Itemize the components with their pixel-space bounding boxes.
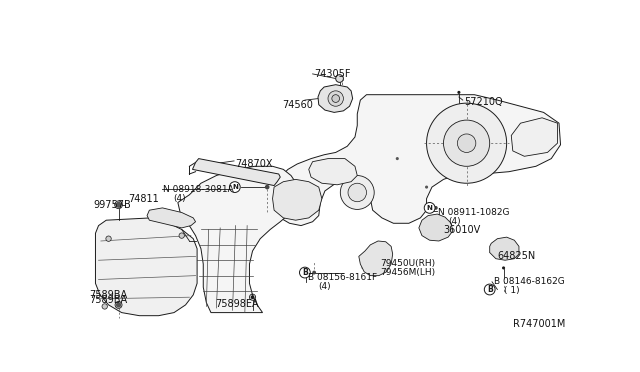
- Text: B 08156-8161F: B 08156-8161F: [308, 273, 377, 282]
- Text: 74560: 74560: [282, 100, 313, 110]
- Polygon shape: [273, 95, 561, 225]
- Circle shape: [396, 157, 399, 160]
- Text: 7589BA: 7589BA: [90, 289, 127, 299]
- Circle shape: [106, 236, 111, 241]
- Text: N: N: [427, 205, 433, 211]
- Circle shape: [484, 284, 495, 295]
- Polygon shape: [318, 85, 353, 112]
- Text: N: N: [232, 184, 238, 190]
- Circle shape: [427, 103, 507, 183]
- Text: B: B: [487, 285, 493, 294]
- Circle shape: [340, 176, 374, 209]
- Text: B 08146-8162G: B 08146-8162G: [493, 277, 564, 286]
- Polygon shape: [193, 158, 280, 186]
- Text: 7589BA: 7589BA: [90, 295, 127, 305]
- Polygon shape: [419, 214, 452, 241]
- Text: 79456M(LH): 79456M(LH): [380, 268, 435, 277]
- Circle shape: [434, 206, 438, 210]
- Circle shape: [230, 182, 240, 192]
- Polygon shape: [95, 218, 197, 316]
- Text: (4): (4): [448, 217, 461, 226]
- Text: N 08911-1082G: N 08911-1082G: [438, 208, 509, 217]
- Circle shape: [312, 271, 316, 275]
- Text: 79450U(RH): 79450U(RH): [380, 259, 435, 268]
- Circle shape: [328, 91, 344, 106]
- Circle shape: [444, 120, 490, 166]
- Text: N 08918-3081A: N 08918-3081A: [163, 185, 234, 194]
- Circle shape: [300, 267, 310, 278]
- Text: 57210Q: 57210Q: [464, 97, 503, 107]
- Text: 99757B: 99757B: [93, 200, 131, 210]
- Text: 64825N: 64825N: [497, 251, 536, 261]
- Circle shape: [458, 134, 476, 153]
- Polygon shape: [490, 237, 519, 260]
- Circle shape: [348, 183, 367, 202]
- Text: R747001M: R747001M: [513, 319, 565, 329]
- Polygon shape: [273, 179, 322, 220]
- Text: (4): (4): [173, 194, 186, 203]
- Polygon shape: [511, 118, 557, 156]
- Circle shape: [458, 91, 460, 94]
- Circle shape: [336, 75, 344, 82]
- Circle shape: [115, 202, 122, 208]
- Text: 74811: 74811: [128, 194, 159, 204]
- Circle shape: [265, 185, 269, 189]
- Circle shape: [251, 295, 255, 299]
- Circle shape: [116, 302, 121, 308]
- Circle shape: [339, 77, 340, 80]
- Text: (4): (4): [318, 282, 331, 291]
- Circle shape: [102, 304, 108, 309]
- Polygon shape: [308, 158, 357, 185]
- Polygon shape: [147, 208, 196, 228]
- Circle shape: [425, 186, 428, 189]
- Polygon shape: [359, 241, 393, 276]
- Text: 74870X: 74870X: [236, 158, 273, 169]
- Circle shape: [332, 95, 340, 102]
- Text: B: B: [302, 268, 308, 277]
- Circle shape: [424, 202, 435, 213]
- Text: 74305F: 74305F: [314, 69, 351, 79]
- Text: ( 1): ( 1): [504, 286, 519, 295]
- Circle shape: [179, 233, 184, 238]
- Circle shape: [502, 266, 505, 269]
- Text: 75898EA: 75898EA: [216, 299, 259, 309]
- Polygon shape: [178, 166, 297, 312]
- Text: 36010V: 36010V: [444, 225, 481, 235]
